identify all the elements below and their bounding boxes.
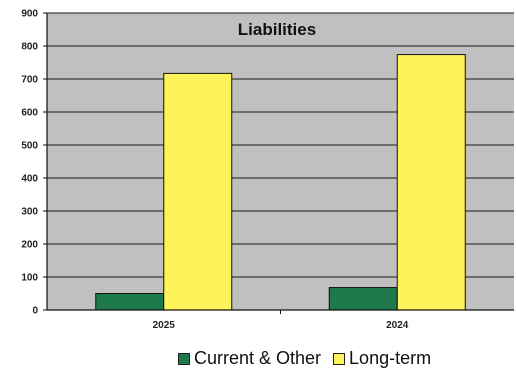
x-category-label-2025: 2025 xyxy=(153,320,176,331)
y-tick-label-900: 900 xyxy=(21,9,38,20)
bar-2024-series-0 xyxy=(328,287,398,311)
y-tick-label-200: 200 xyxy=(21,240,38,251)
y-tick-label-400: 400 xyxy=(21,174,38,185)
legend-item-longterm: Long-term xyxy=(333,348,431,369)
legend: Current & Other Long-term xyxy=(178,348,443,369)
legend-swatch-longterm xyxy=(333,352,346,365)
bar-2025-series-1 xyxy=(163,72,233,311)
legend-swatch-current xyxy=(178,352,190,365)
y-axis-ticks: 0 100 200 300 400 500 600 700 800 900 xyxy=(21,9,47,317)
chart-title: Liabilities xyxy=(238,20,316,39)
y-tick-label-300: 300 xyxy=(21,207,38,218)
y-tick-label-100: 100 xyxy=(21,273,38,284)
bars xyxy=(95,54,466,311)
legend-label-current: Current & Other xyxy=(194,348,322,368)
y-tick-label-500: 500 xyxy=(21,141,38,152)
y-tick-label-0: 0 xyxy=(32,306,38,317)
y-tick-label-800: 800 xyxy=(21,42,38,53)
bar-2025-series-0 xyxy=(95,293,165,311)
title-box xyxy=(222,15,332,42)
y-tick-label-600: 600 xyxy=(21,108,38,119)
x-axis-categories: 2025 2024 xyxy=(153,310,409,331)
y-tick-label-700: 700 xyxy=(21,75,38,86)
legend-label-longterm: Long-term xyxy=(349,348,432,368)
legend-item-current: Current & Other xyxy=(178,348,321,369)
x-category-label-2024: 2024 xyxy=(386,320,409,331)
bar-2024-series-1 xyxy=(396,54,466,311)
